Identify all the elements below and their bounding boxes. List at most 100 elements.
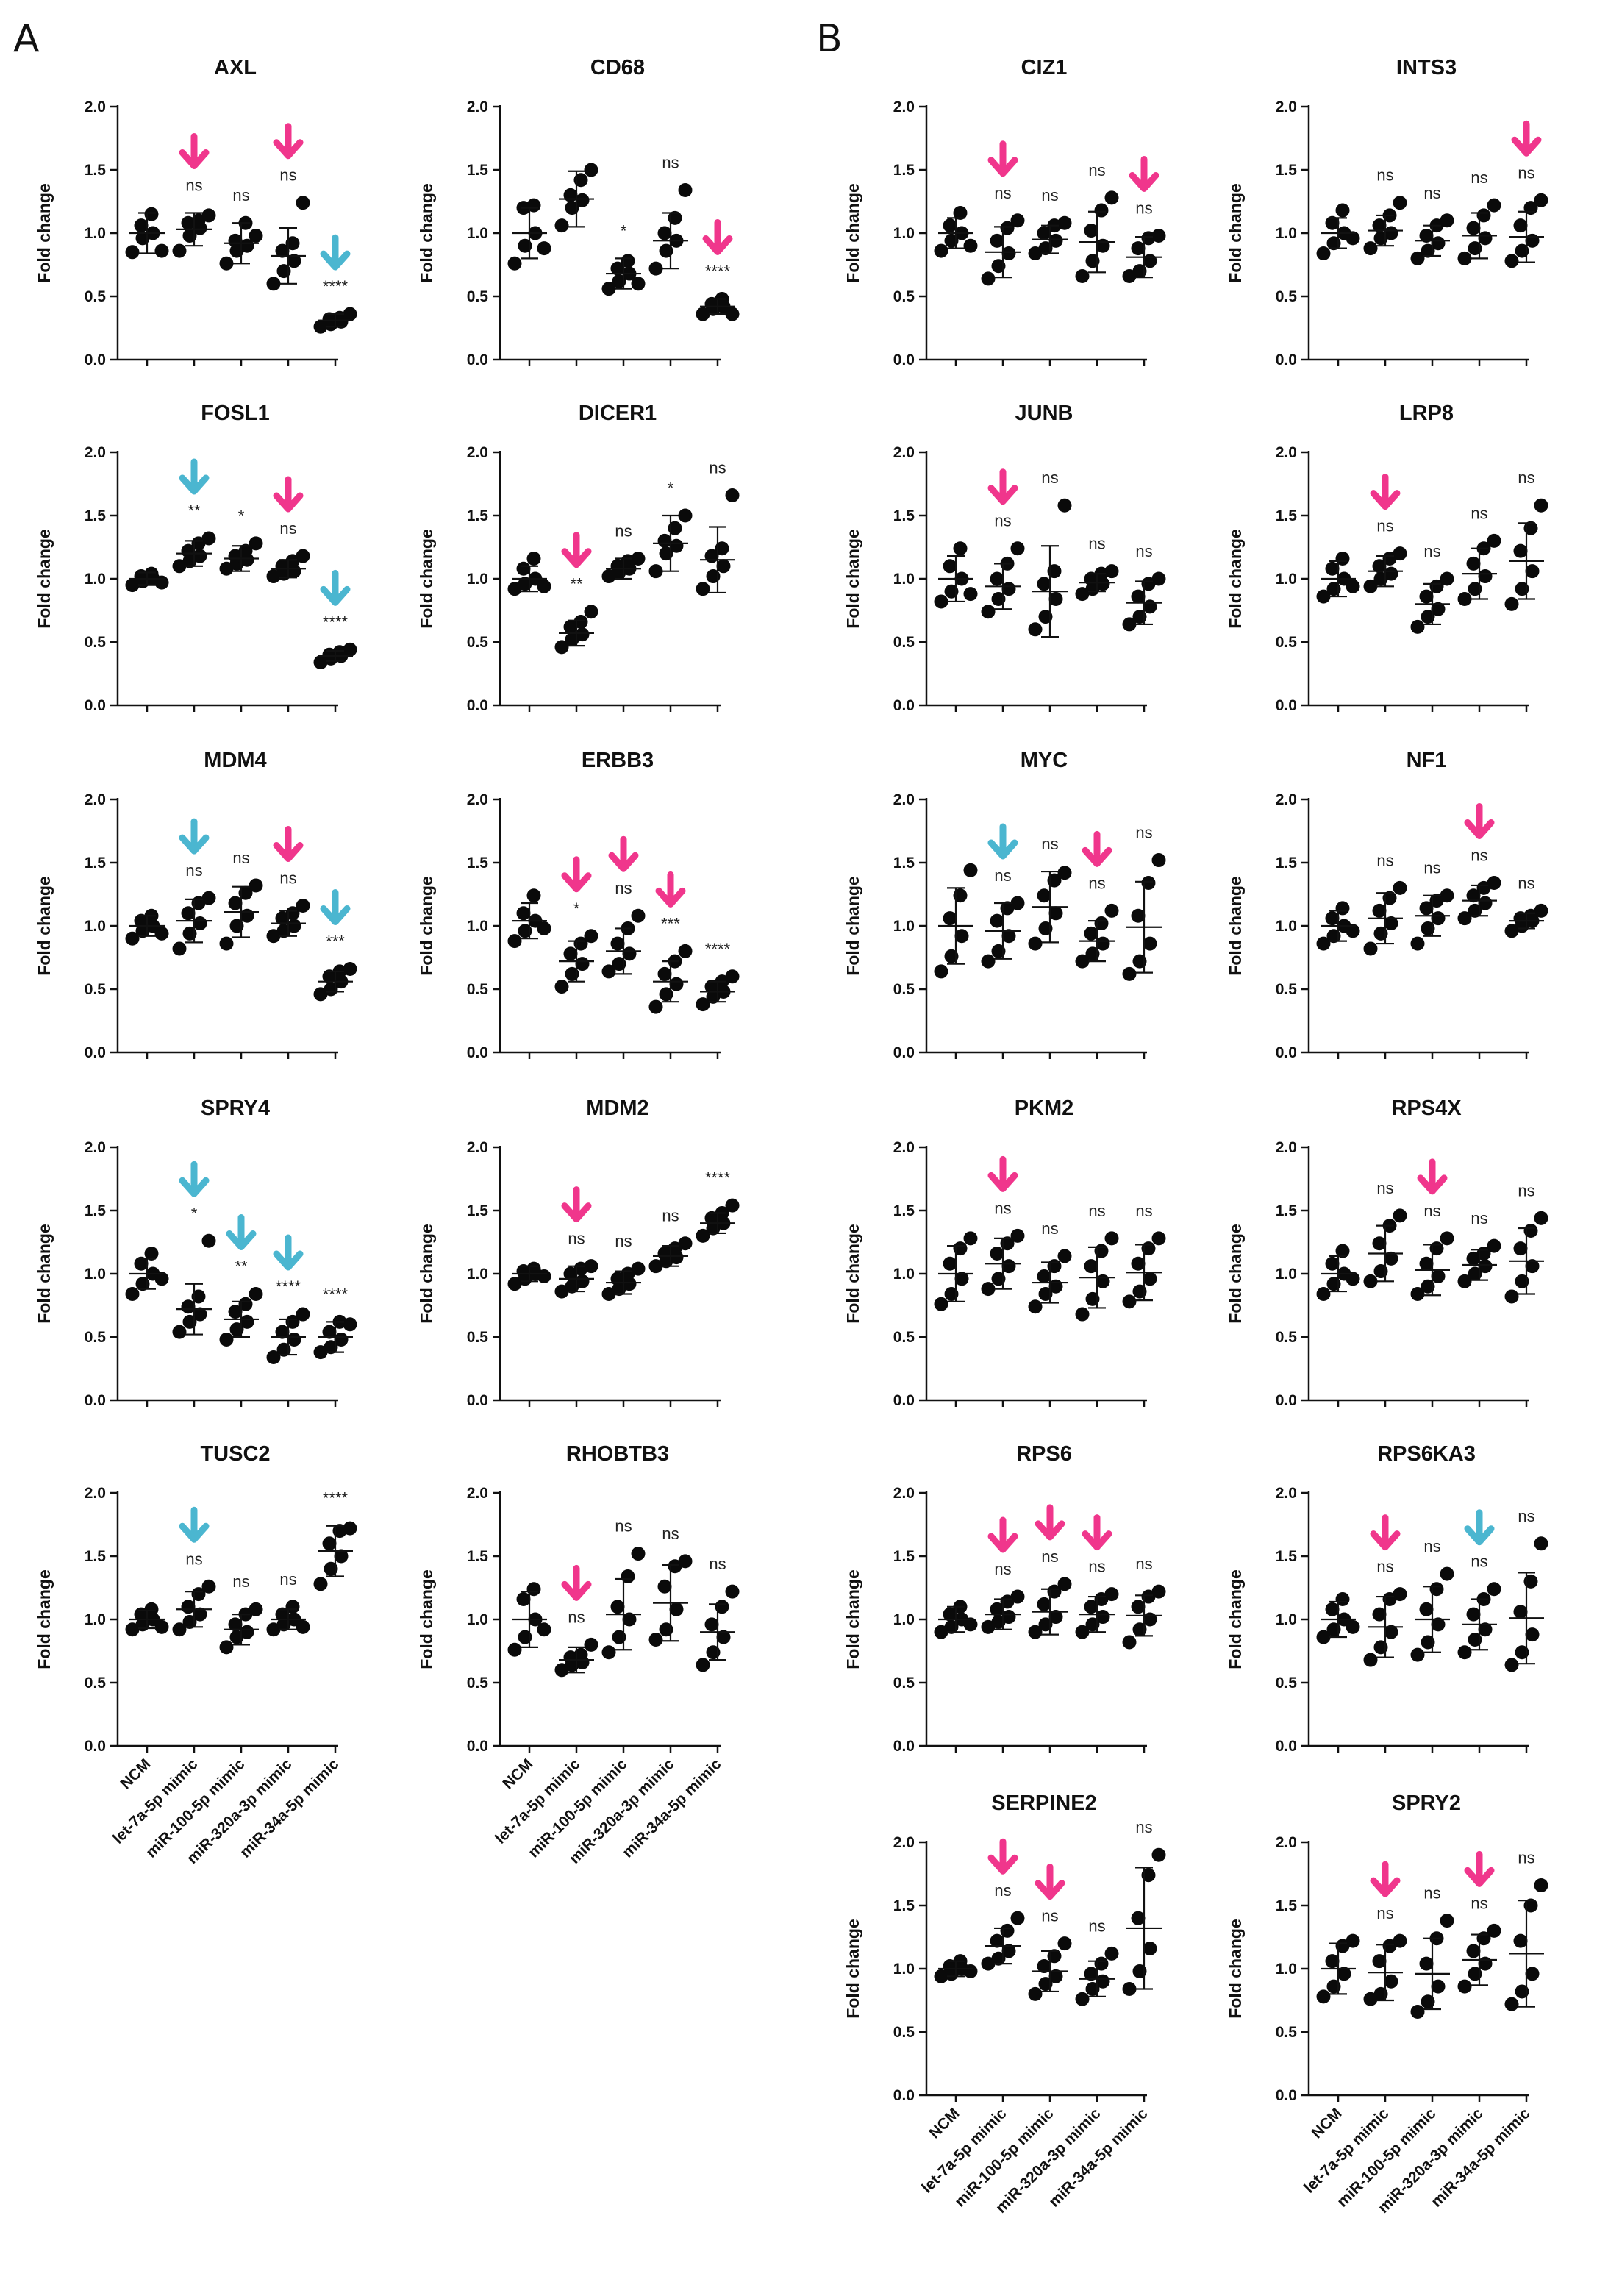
data-point xyxy=(343,1317,357,1332)
significance-label: ns xyxy=(279,166,296,185)
y-tick-label: 0.0 xyxy=(85,352,106,368)
data-point xyxy=(1085,946,1100,961)
chart-title: FOSL1 xyxy=(201,402,269,425)
significance-label: ns xyxy=(1423,184,1440,202)
y-axis-label: Fold change xyxy=(417,183,436,282)
data-point xyxy=(1393,1587,1407,1602)
data-point xyxy=(296,1619,310,1634)
data-point xyxy=(1047,564,1062,579)
data-point xyxy=(1468,582,1482,596)
y-tick-label: 0.5 xyxy=(1276,634,1298,651)
data-point xyxy=(1010,541,1025,556)
data-point xyxy=(276,1342,291,1357)
y-axis-label: Fold change xyxy=(843,1919,862,2018)
y-tick-label: 1.0 xyxy=(467,1611,488,1628)
data-point xyxy=(1335,551,1350,566)
data-point xyxy=(1466,556,1481,571)
y-axis-label: Fold change xyxy=(843,1224,862,1323)
significance-label: ns xyxy=(994,1199,1011,1217)
chart-title: RPS4X xyxy=(1391,1097,1462,1120)
data-point xyxy=(554,640,569,655)
y-tick-label: 2.0 xyxy=(893,1139,915,1156)
data-point xyxy=(526,1582,541,1597)
y-tick-label: 1.5 xyxy=(467,855,489,871)
data-point xyxy=(1534,498,1548,513)
arrow-head xyxy=(608,852,639,872)
data-point xyxy=(1372,903,1387,918)
data-point xyxy=(240,1625,254,1639)
data-point xyxy=(1335,203,1350,218)
data-point xyxy=(944,233,959,248)
arrow-head xyxy=(561,548,592,568)
data-point xyxy=(1151,1847,1166,1862)
category-label: NCM xyxy=(926,2105,962,2142)
arrow-pink-icon xyxy=(1370,1514,1401,1551)
arrow-blue-icon xyxy=(320,234,351,271)
data-point xyxy=(1132,1284,1147,1299)
y-tick-label: 0.5 xyxy=(85,981,107,998)
data-point xyxy=(1038,610,1053,624)
arrow-head xyxy=(1464,819,1495,840)
y-tick-label: 1.0 xyxy=(1276,1961,1297,1978)
arrow-head xyxy=(320,905,351,925)
data-point xyxy=(1094,916,1109,931)
data-point xyxy=(1478,231,1493,246)
significance-label: ns xyxy=(279,869,296,887)
data-point xyxy=(1001,582,1016,596)
y-tick-label: 0.0 xyxy=(893,1392,915,1409)
data-point xyxy=(622,1612,637,1627)
data-point xyxy=(1523,1898,1538,1913)
data-point xyxy=(716,559,731,574)
y-tick-label: 2.0 xyxy=(1276,444,1297,461)
data-point xyxy=(1372,218,1387,233)
significance-label: **** xyxy=(323,1489,349,1508)
data-point xyxy=(343,307,357,321)
y-tick-label: 0.0 xyxy=(1276,352,1297,368)
y-tick-label: 0.5 xyxy=(467,981,489,998)
data-point xyxy=(631,908,646,923)
data-point xyxy=(1419,589,1434,604)
data-point xyxy=(537,579,551,593)
chart-title: DICER1 xyxy=(579,402,657,425)
category-label: let-7a-5p mimic xyxy=(1301,2105,1393,2197)
significance-label: ns xyxy=(709,1555,726,1573)
significance-label: ns xyxy=(1135,1818,1152,1836)
data-point xyxy=(725,307,740,321)
data-point xyxy=(1048,233,1063,248)
data-point xyxy=(1466,221,1481,235)
y-axis-label: Fold change xyxy=(843,183,862,282)
data-point xyxy=(584,605,598,619)
data-point xyxy=(1468,241,1482,256)
data-point xyxy=(1325,215,1340,230)
y-tick-label: 1.5 xyxy=(467,162,489,179)
data-point xyxy=(981,954,996,969)
data-point xyxy=(287,919,301,933)
data-point xyxy=(1468,1967,1482,1981)
data-point xyxy=(648,999,663,1014)
data-point xyxy=(990,1602,1004,1616)
data-point xyxy=(1421,610,1435,624)
y-tick-label: 0.5 xyxy=(893,634,915,651)
data-point xyxy=(154,243,169,258)
data-point xyxy=(991,1272,1006,1286)
y-tick-label: 1.5 xyxy=(85,1202,107,1219)
significance-label: ns xyxy=(615,1232,632,1250)
data-point xyxy=(1431,1617,1446,1632)
arrow-head xyxy=(702,235,733,255)
data-point xyxy=(275,1325,290,1339)
y-tick-label: 1.5 xyxy=(1276,1897,1298,1914)
data-point xyxy=(944,584,959,599)
data-point xyxy=(1373,1264,1388,1279)
data-point xyxy=(134,218,149,233)
y-tick-label: 2.0 xyxy=(1276,99,1297,115)
data-point xyxy=(526,551,541,566)
y-tick-label: 0.0 xyxy=(467,1392,488,1409)
arrow-pink-icon xyxy=(561,1564,592,1601)
data-point xyxy=(1151,853,1166,868)
y-tick-label: 2.0 xyxy=(85,444,106,461)
arrow-head xyxy=(987,1172,1018,1192)
data-point xyxy=(953,205,968,220)
data-point xyxy=(1421,1635,1435,1650)
data-point xyxy=(238,543,253,558)
